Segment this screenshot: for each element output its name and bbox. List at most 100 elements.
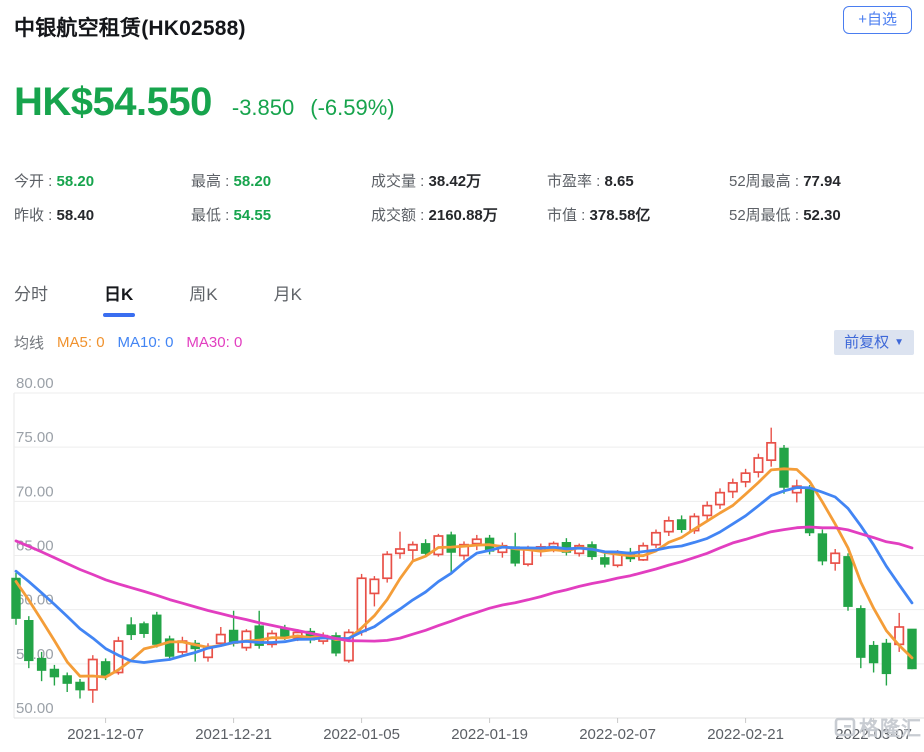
candle: [305, 628, 316, 644]
price-change: -3.850 (-6.59%): [232, 95, 395, 124]
stat-value: 58.20: [233, 173, 272, 190]
x-axis: 2021-12-07 2021-12-21 2022-01-05 2022-01-19…: [14, 717, 924, 743]
stat-item: 52周最高 : 77.94: [729, 170, 924, 191]
candle: [407, 541, 418, 560]
x-axis-label: 2021-12-07: [67, 726, 144, 743]
candle: [382, 551, 393, 583]
candle: [87, 655, 98, 703]
candle: [727, 478, 738, 499]
candle: [663, 516, 674, 536]
stat-separator: :: [44, 207, 57, 224]
y-axis-label: 80.00: [16, 375, 54, 392]
stat-label: 今开: [14, 173, 45, 190]
candle: [420, 539, 431, 557]
candle: [740, 468, 751, 488]
candle: [36, 651, 47, 682]
candle: [830, 549, 841, 571]
ma-legend-item: MA10: 0: [117, 334, 174, 351]
stat-value: 8.65: [604, 173, 634, 190]
stat-separator: :: [577, 207, 590, 224]
x-axis-label: 2021-12-21: [195, 726, 272, 743]
price-block: HK$54.550 -3.850 (-6.59%): [14, 80, 395, 124]
candle: [817, 529, 828, 566]
add-watchlist-button[interactable]: +自选: [843, 6, 912, 34]
stat-label: 昨收: [14, 207, 45, 224]
candle: [394, 531, 406, 559]
candle: [62, 672, 72, 692]
watermark-text: 格隆汇: [859, 718, 922, 740]
ma-legend-item: MA5: 0: [57, 334, 105, 351]
stat-item: 市值 : 378.58亿: [547, 204, 729, 225]
stat-separator: :: [790, 173, 804, 190]
candlestick-chart-svg: 80.0075.0070.0065.0060.0055.0050.002021-…: [11, 375, 924, 743]
tab-日K[interactable]: 日K: [104, 280, 133, 317]
candle: [881, 638, 892, 686]
stat-label: 市盈率: [547, 173, 593, 190]
candle: [600, 552, 610, 568]
candle: [331, 632, 341, 657]
x-axis-label: 2022-02-07: [579, 726, 656, 743]
stat-label: 市值: [547, 207, 578, 224]
stat-separator: :: [416, 207, 429, 224]
stat-separator: :: [44, 173, 57, 190]
ma-line-MA5: [14, 467, 914, 679]
candle: [574, 543, 585, 557]
candle: [49, 664, 60, 686]
stat-item: 成交额 : 2160.88万: [371, 204, 547, 225]
candle: [676, 515, 687, 533]
candle: [433, 533, 444, 557]
candle: [343, 629, 354, 663]
stat-separator: :: [416, 173, 429, 190]
stat-item: 市盈率 : 8.65: [547, 170, 729, 191]
stat-label: 最高: [191, 173, 222, 190]
ma-legend-bar: 均线 MA5: 0 MA10: 0 MA30: 0 前复权 ▼: [14, 330, 914, 355]
stat-item: 最低 : 54.55: [191, 204, 371, 225]
stat-label: 成交量: [371, 173, 417, 190]
y-axis-label: 50.00: [16, 700, 54, 717]
candle: [177, 636, 188, 656]
adjust-mode-label: 前复权: [844, 334, 890, 351]
stat-value: 38.42万: [428, 173, 482, 190]
stat-item: 52周最低 : 52.30: [729, 204, 924, 225]
stat-separator: :: [790, 207, 804, 224]
candle: [369, 576, 380, 607]
candle: [75, 679, 85, 699]
stat-value: 52.30: [803, 207, 841, 224]
y-axis-label: 65.00: [16, 538, 54, 555]
candle: [702, 501, 713, 521]
change-percent: (-6.59%): [310, 95, 395, 120]
ma-legend-title: 均线: [14, 335, 45, 352]
caret-down-icon: ▼: [894, 336, 904, 348]
y-axis-label: 75.00: [16, 429, 54, 446]
candle: [164, 635, 175, 661]
candle: [446, 531, 456, 573]
stock-title: 中银航空租赁(HK02588): [14, 17, 246, 40]
tab-月K[interactable]: 月K: [273, 285, 302, 304]
candle: [471, 534, 482, 551]
adjust-mode-dropdown[interactable]: 前复权 ▼: [834, 330, 914, 355]
tab-分时[interactable]: 分时: [14, 285, 48, 304]
candle: [458, 541, 470, 560]
candle: [907, 628, 917, 670]
x-axis-label: 2022-01-05: [323, 726, 400, 743]
quote-stats-grid: 今开 : 58.20 最高 : 58.20 成交量 : 38.42万 市盈率 : 8.…: [14, 170, 924, 225]
candle: [791, 479, 802, 503]
stat-label: 成交额: [371, 207, 417, 224]
gelonghui-logo-icon: [834, 717, 856, 736]
current-price: HK$54.550: [14, 80, 212, 124]
tab-周K[interactable]: 周K: [189, 285, 218, 304]
candle: [766, 427, 777, 467]
candle: [868, 641, 879, 673]
kline-chart[interactable]: 80.00 75.00 70.00 65.00 60.00 55.00 50.00 2021-…: [0, 370, 924, 747]
y-axis-label: 55.00: [16, 646, 54, 663]
y-axis-label: 70.00: [16, 483, 54, 500]
candle: [650, 529, 662, 548]
stat-separator: :: [592, 173, 605, 190]
ma-line-MA30: [14, 525, 914, 643]
candle: [753, 453, 764, 478]
candle: [126, 617, 136, 640]
change-amount: -3.850: [231, 95, 295, 120]
site-watermark: 格隆汇: [834, 712, 922, 741]
ma-line-MA10: [14, 486, 914, 664]
candle: [152, 611, 162, 648]
